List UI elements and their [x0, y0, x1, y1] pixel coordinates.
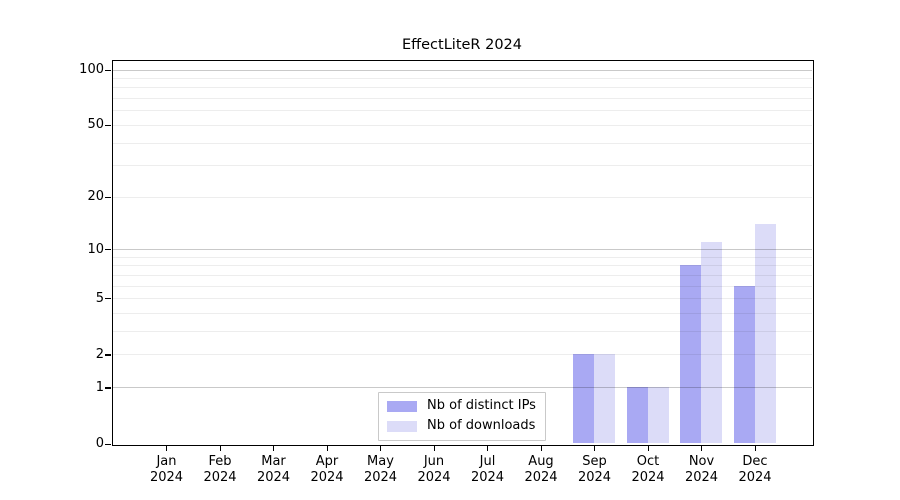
bar-downloads-dec	[754, 224, 776, 444]
chart-title: EffectLiteR 2024	[401, 37, 523, 53]
y-tick-label: 100	[79, 62, 104, 77]
x-tick-label-month: Oct	[636, 454, 660, 469]
x-tick-label-year: 2024	[524, 469, 558, 485]
x-tick-label-month: Jan	[156, 454, 177, 469]
y-tick	[105, 124, 111, 127]
gridline-minor	[112, 124, 812, 126]
gridline-minor	[112, 110, 812, 112]
gridline-minor	[112, 196, 812, 198]
legend-entry-distinct-ips: Nb of distinct IPs	[387, 398, 537, 414]
bar-downloads-nov	[701, 242, 722, 444]
x-tick-label-year: 2024	[470, 469, 505, 485]
x-tick-label-year: 2024	[310, 469, 344, 485]
x-tick-label-month: Sep	[582, 454, 607, 469]
legend-label-downloads: Nb of downloads	[427, 418, 536, 433]
bar-downloads-sep	[594, 354, 615, 444]
y-tick-label: 5	[95, 290, 104, 306]
gridline-minor	[112, 87, 812, 89]
bar-distinct-ips-dec	[733, 285, 755, 444]
x-tick-label-year: 2024	[363, 469, 398, 485]
y-tick	[105, 69, 111, 71]
x-tick-label-year: 2024	[417, 469, 451, 485]
legend-entry-downloads: Nb of downloads	[387, 418, 537, 434]
y-tick	[105, 387, 111, 389]
x-tick-label: May 2024	[346, 454, 416, 485]
y-tick	[105, 298, 111, 300]
y-tick-label: 2	[95, 346, 104, 362]
x-tick	[647, 445, 649, 451]
x-tick-label-year: 2024	[684, 469, 719, 485]
x-tick-label-year: 2024	[149, 469, 184, 485]
y-tick-label: 0	[95, 436, 104, 451]
legend-swatch-downloads	[387, 420, 417, 432]
gridline-minor	[112, 165, 812, 167]
y-tick	[105, 443, 111, 445]
x-tick-label: Dec 2024	[720, 454, 790, 485]
x-tick	[594, 445, 596, 451]
x-tick-label-month: Aug	[528, 454, 554, 469]
x-tick	[219, 445, 221, 451]
x-tick-label-year: 2024	[577, 469, 612, 485]
x-tick	[433, 445, 435, 451]
gridline-minor	[112, 77, 812, 79]
x-tick-label-month: Mar	[261, 454, 286, 469]
x-tick-label-month: Nov	[688, 454, 715, 469]
x-tick-label: Nov 2024	[667, 454, 737, 485]
x-tick-label-month: Dec	[742, 454, 768, 469]
bar-downloads-oct	[647, 387, 669, 444]
x-tick-label: Sep 2024	[560, 454, 630, 485]
bar-distinct-ips-sep	[573, 354, 594, 444]
x-tick-label: Jun 2024	[399, 454, 469, 485]
x-tick	[326, 445, 328, 451]
x-tick	[754, 445, 756, 451]
plot-area	[105, 59, 814, 451]
x-tick-label: Feb 2024	[185, 454, 255, 485]
x-tick-label: Jan 2024	[132, 454, 202, 485]
x-tick-label-month: Jul	[479, 454, 496, 469]
x-tick	[273, 445, 275, 451]
y-tick-label: 10	[87, 241, 104, 257]
x-tick	[487, 445, 489, 451]
y-tick	[105, 354, 111, 356]
x-tick	[540, 445, 542, 451]
y-tick	[105, 196, 111, 198]
x-tick	[166, 445, 168, 451]
x-tick-label: Apr 2024	[292, 454, 362, 485]
bar-distinct-ips-nov	[680, 265, 701, 444]
x-tick-label-month: May	[367, 454, 394, 469]
bar-distinct-ips-oct	[626, 387, 648, 444]
x-tick-label: Mar 2024	[239, 454, 309, 485]
x-tick	[701, 445, 703, 451]
y-tick-label: 20	[87, 189, 104, 205]
x-tick-label-year: 2024	[256, 469, 291, 485]
x-tick-label-year: 2024	[631, 469, 665, 485]
y-tick-label: 50	[87, 117, 104, 133]
gridline-minor	[112, 142, 812, 144]
x-tick	[380, 445, 382, 451]
y-tick	[105, 249, 111, 251]
gridline-major	[112, 69, 812, 71]
x-tick-label-year: 2024	[203, 469, 237, 485]
x-tick-label: Jul 2024	[453, 454, 523, 485]
x-tick-label: Oct 2024	[613, 454, 683, 485]
legend-swatch-distinct-ips	[387, 400, 417, 412]
gridline-minor	[112, 98, 812, 100]
legend-label-distinct-ips: Nb of distinct IPs	[427, 398, 536, 413]
x-tick-label-month: Jun	[423, 454, 445, 469]
x-tick-label-month: Apr	[315, 454, 339, 469]
x-tick-label-month: Feb	[208, 454, 232, 469]
x-tick-label-year: 2024	[738, 469, 772, 485]
x-tick-label: Aug 2024	[506, 454, 576, 485]
y-tick-label: 1	[95, 379, 104, 395]
legend: Nb of distinct IPs Nb of downloads	[378, 392, 546, 441]
